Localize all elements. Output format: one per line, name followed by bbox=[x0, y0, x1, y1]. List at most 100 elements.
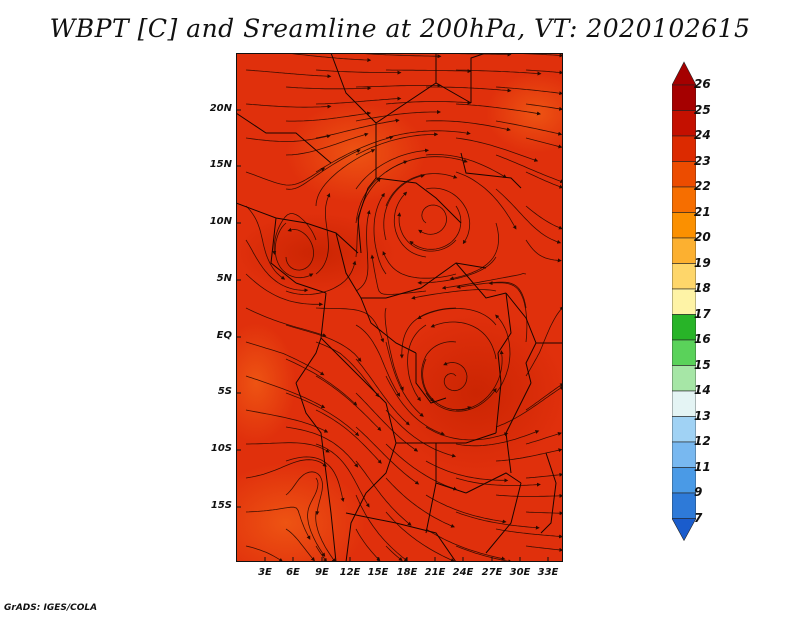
colorbar-swatch bbox=[672, 390, 696, 417]
streamline bbox=[417, 256, 497, 285]
streamline bbox=[449, 222, 500, 281]
lat-tick-label: 10S bbox=[210, 443, 232, 454]
border-line bbox=[236, 202, 359, 254]
streamline bbox=[285, 111, 372, 122]
streamline bbox=[355, 110, 441, 122]
streamline bbox=[245, 545, 284, 562]
streamline bbox=[525, 432, 562, 445]
shade-region bbox=[486, 73, 563, 153]
streamline bbox=[307, 477, 326, 557]
lat-tick-label: EQ bbox=[216, 330, 232, 341]
colorbar-label: 11 bbox=[694, 459, 711, 474]
streamline bbox=[285, 260, 357, 296]
colorbar-label: 9 bbox=[694, 485, 703, 499]
streamline bbox=[455, 477, 541, 487]
streamline bbox=[285, 132, 369, 156]
streamline bbox=[525, 239, 562, 263]
border-line bbox=[540, 452, 557, 534]
colorbar-swatch bbox=[672, 339, 696, 366]
streamline bbox=[525, 69, 563, 75]
colorbar-swatch bbox=[672, 212, 696, 239]
colorbar-label: 20 bbox=[694, 230, 711, 244]
streamline bbox=[495, 188, 562, 244]
streamline bbox=[315, 96, 402, 105]
streamline bbox=[245, 167, 326, 186]
streamline bbox=[315, 375, 382, 431]
colorbar-swatch bbox=[672, 263, 696, 290]
streamline bbox=[315, 409, 382, 464]
streamline bbox=[355, 460, 412, 526]
colorbar-swatch bbox=[672, 416, 696, 443]
streamline bbox=[355, 392, 419, 452]
lat-tick-label: 15S bbox=[210, 500, 232, 511]
streamline bbox=[411, 289, 497, 300]
streamline bbox=[455, 137, 539, 162]
streamline bbox=[425, 494, 507, 524]
streamline bbox=[525, 171, 563, 189]
border-line bbox=[470, 53, 487, 103]
streamline bbox=[245, 239, 309, 293]
colorbar-label: 12 bbox=[694, 434, 711, 448]
streamline bbox=[245, 307, 327, 337]
streamline bbox=[495, 493, 563, 498]
colorbar-label: 24 bbox=[694, 128, 711, 142]
streamline bbox=[430, 321, 497, 360]
streamline bbox=[315, 341, 380, 398]
streamline bbox=[355, 83, 442, 88]
streamline bbox=[495, 314, 511, 394]
map-title: WBPT [C] and Sreamline at 200hPa, VT: 20… bbox=[49, 14, 751, 43]
colorbar-bottom-arrow bbox=[672, 518, 696, 542]
colorbar-swatch bbox=[672, 161, 696, 188]
shade-region bbox=[386, 313, 563, 473]
map-canvas bbox=[236, 53, 563, 562]
colorbar-label: 17 bbox=[694, 306, 711, 321]
border-line bbox=[505, 382, 532, 474]
streamline bbox=[385, 173, 458, 207]
streamline bbox=[385, 130, 471, 139]
colorbar-swatch bbox=[672, 467, 696, 494]
streamline bbox=[285, 149, 361, 190]
streamline bbox=[245, 134, 331, 142]
border-line bbox=[425, 482, 437, 534]
colorbar-swatch bbox=[672, 492, 696, 519]
streamline bbox=[315, 307, 385, 343]
border-line bbox=[455, 262, 507, 299]
lat-tick-label: 10N bbox=[209, 216, 232, 227]
colorbar-label: 15 bbox=[694, 357, 711, 372]
border-line bbox=[335, 352, 397, 444]
streamline bbox=[245, 205, 286, 280]
streamline bbox=[245, 375, 326, 409]
lon-tick-label: 12E bbox=[339, 567, 361, 578]
streamline bbox=[495, 86, 563, 96]
streamline bbox=[495, 154, 563, 184]
streamline bbox=[274, 222, 314, 279]
streamline bbox=[385, 375, 445, 436]
colorbar-swatch bbox=[672, 135, 696, 162]
streamline bbox=[385, 511, 455, 562]
streamline bbox=[495, 386, 563, 428]
streamline bbox=[315, 511, 336, 562]
lon-tick-label: 30E bbox=[509, 567, 531, 578]
streamline bbox=[455, 511, 540, 530]
border-line bbox=[460, 152, 522, 189]
streamline bbox=[421, 341, 457, 403]
map-frame bbox=[236, 53, 563, 562]
colorbar-label: 13 bbox=[694, 408, 711, 423]
border-line bbox=[270, 217, 297, 284]
streamline bbox=[285, 358, 358, 406]
streamline bbox=[355, 494, 409, 562]
streamline bbox=[397, 212, 457, 252]
streamline bbox=[315, 118, 400, 139]
lat-tick-label: 5S bbox=[217, 386, 232, 397]
streamline bbox=[355, 210, 371, 292]
streamline bbox=[488, 281, 528, 343]
streamline bbox=[443, 361, 468, 392]
streamline bbox=[525, 511, 563, 516]
streamline bbox=[355, 178, 381, 258]
streamline bbox=[285, 86, 372, 91]
colorbar-label: 19 bbox=[694, 255, 711, 270]
streamline bbox=[425, 426, 509, 441]
border-line bbox=[485, 482, 522, 554]
lat-tick-label: 20N bbox=[209, 103, 232, 114]
streamline bbox=[355, 426, 420, 485]
